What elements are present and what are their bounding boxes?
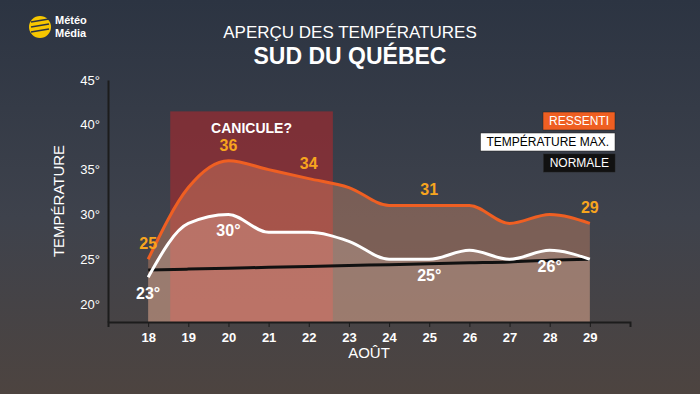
x-tick-label: 21: [262, 330, 276, 345]
x-tick-label: 25: [422, 330, 436, 345]
legend-item: NORMALE: [544, 154, 615, 172]
series-line: [148, 214, 590, 277]
series-area: [148, 214, 590, 322]
y-axis: 20° 25° 30° 35° 40° 45°: [80, 73, 108, 323]
series-line: [148, 259, 590, 270]
x-tick-mark: [389, 322, 390, 327]
x-tick-label: 23: [342, 330, 356, 345]
y-tick-label: 30°: [80, 207, 100, 222]
x-tick-mark: [309, 322, 310, 327]
subtitle: SUD DU QUÉBEC: [254, 42, 447, 69]
data-label: 34: [300, 155, 318, 172]
x-axis-title: AOÛT: [348, 344, 390, 361]
series-area: [148, 161, 590, 322]
y-axis-line: [108, 81, 110, 323]
x-tick: 28: [543, 322, 557, 345]
y-tick-label: 40°: [80, 117, 100, 132]
y-tick: 30°: [80, 207, 108, 222]
y-tick-label: 35°: [80, 162, 100, 177]
x-tick: 19: [182, 322, 196, 345]
x-tick-mark: [510, 322, 511, 327]
legend-item: RESSENTI: [543, 112, 615, 130]
y-tick: 40°: [80, 117, 108, 132]
x-tick-label: 27: [503, 330, 517, 345]
x-tick: 25: [422, 322, 436, 345]
y-tick-label: 20°: [80, 297, 100, 312]
x-tick-mark: [269, 322, 270, 327]
legend: RESSENTI TEMPÉRATURE MAX. NORMALE: [481, 112, 615, 172]
background: [0, 0, 700, 394]
y-tick-label: 25°: [80, 252, 100, 267]
x-tick-label: 24: [382, 330, 397, 345]
brand-text: Média: [55, 27, 87, 39]
y-tick: 35°: [80, 162, 108, 177]
logo-stripe: [31, 24, 49, 27]
y-tick: 20°: [80, 297, 108, 312]
x-tick-mark: [228, 322, 229, 327]
chart: MétéoMédia APERÇU DES TEMPÉRATURESSUD DU …: [0, 0, 700, 394]
x-tick: 27: [503, 322, 517, 345]
x-tick: 22: [302, 322, 316, 345]
legend-label: TEMPÉRATURE MAX.: [487, 134, 609, 149]
x-axis-line: [109, 323, 631, 328]
y-tick-label: 45°: [80, 73, 100, 88]
x-tick-mark: [148, 322, 149, 327]
x-axis: 18 19 20 21 22 23 24 25 26 27 28 29: [109, 322, 631, 345]
x-tick-mark: [469, 322, 470, 327]
legend-label: RESSENTI: [549, 114, 609, 128]
brand-text: Météo: [55, 14, 87, 26]
annotation-text: CANICULE?: [211, 120, 292, 136]
y-axis-title: TEMPÉRATURE: [50, 145, 67, 257]
legend-item: TEMPÉRATURE MAX.: [481, 133, 615, 151]
data-label: 26°: [538, 258, 562, 275]
legend-swatch: [543, 112, 615, 130]
logo: MétéoMédia: [29, 14, 87, 39]
data-label: 23°: [136, 285, 160, 302]
data-label: 25°: [417, 267, 441, 284]
logo-stripe: [31, 29, 49, 32]
x-tick: 26: [463, 322, 477, 345]
x-tick-mark: [590, 322, 591, 327]
x-tick: 29: [583, 322, 597, 345]
x-tick-label: 29: [583, 330, 597, 345]
y-tick: 25°: [80, 252, 108, 267]
x-tick-label: 20: [222, 330, 236, 345]
series-line: [148, 161, 590, 260]
data-label: 36: [220, 137, 238, 154]
legend-label: NORMALE: [550, 156, 609, 170]
legend-swatch: [544, 154, 615, 172]
data-label: 25: [139, 235, 157, 252]
logo-icon: [29, 16, 51, 38]
x-tick: 18: [141, 322, 155, 345]
x-tick-label: 19: [182, 330, 196, 345]
y-tick: 45°: [80, 73, 108, 88]
x-tick: 23: [342, 322, 356, 345]
x-tick-mark: [188, 322, 189, 327]
x-tick: 20: [222, 322, 236, 345]
x-tick-label: 22: [302, 330, 316, 345]
x-tick-label: 26: [463, 330, 477, 345]
logo-stripe: [31, 19, 49, 22]
x-tick-label: 28: [543, 330, 557, 345]
legend-swatch: [481, 133, 615, 151]
data-label: 30°: [216, 222, 240, 239]
x-tick-mark: [349, 322, 350, 327]
data-label: 31: [420, 181, 438, 198]
x-tick-mark: [550, 322, 551, 327]
title: APERÇU DES TEMPÉRATURES: [223, 23, 476, 42]
x-tick-mark: [429, 322, 430, 327]
x-tick: 24: [382, 322, 397, 345]
data-label: 29: [581, 199, 599, 216]
x-tick: 21: [262, 322, 276, 345]
x-tick-label: 18: [141, 330, 155, 345]
